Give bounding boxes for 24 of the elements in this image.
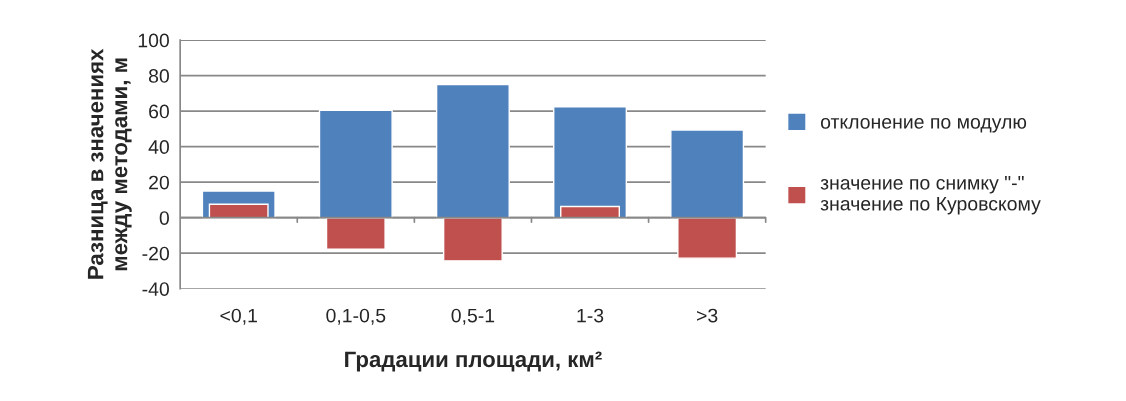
x-tick-label: 1-3	[577, 308, 604, 323]
x-tick-label: <0,1	[220, 308, 257, 325]
y-tick-label: 100	[138, 33, 169, 48]
y-axis-title: Разница в значениях между методами, м	[87, 48, 132, 279]
y-tick-label: -40	[142, 282, 169, 296]
y-tick-label: -20	[142, 246, 169, 261]
x-tick-label: 0,5-1	[451, 308, 495, 325]
x-tick-label: >3	[697, 308, 718, 323]
legend-label: отклонение по модулю	[820, 118, 1027, 133]
x-tick-label: 0,1-0,5	[326, 308, 386, 325]
legend-label: значение по снимку "-" значение по Куровскому	[820, 176, 1041, 215]
y-tick-label: 40	[148, 140, 169, 154]
bar	[318, 109, 393, 219]
bar	[442, 216, 503, 262]
bar	[670, 129, 745, 219]
x-axis-title: Градации площади, км²	[345, 351, 602, 372]
y-tick-label: 60	[149, 104, 169, 119]
y-tick-label: 20	[149, 175, 169, 190]
y-tick-label: 0	[159, 211, 169, 225]
bar	[325, 216, 386, 250]
y-tick-label: 80	[148, 69, 169, 83]
bar	[553, 105, 628, 219]
bar	[677, 216, 738, 259]
bar	[435, 83, 510, 219]
